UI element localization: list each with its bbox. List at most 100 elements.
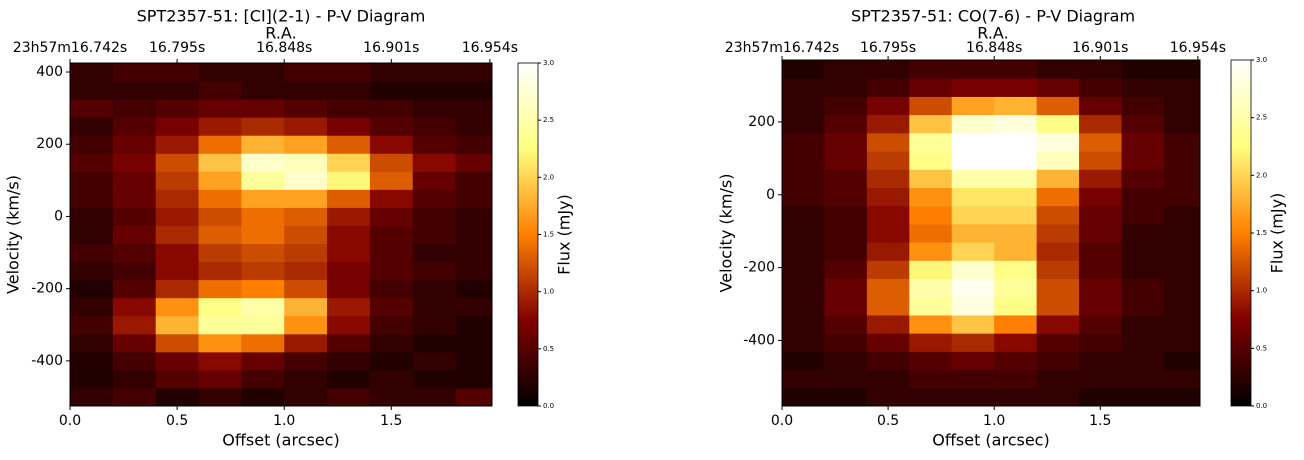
cell [782,242,825,261]
cell [327,99,371,118]
cell [284,189,328,208]
cell [455,333,493,353]
cell [155,189,200,208]
cell [1079,314,1122,334]
cell [284,243,328,263]
cell [284,171,328,190]
cell [327,315,371,335]
cell [1079,78,1122,97]
x-tick-label: 1.5 [1089,413,1111,429]
cell [284,261,328,281]
cell [241,315,285,335]
cell [284,117,328,136]
top-tick-label: 23h57m16.742s [13,40,127,56]
cell [369,99,414,118]
chart-title: SPT2357-51: [CI](2-1) - P-V Diagram [137,7,426,26]
colorbar-tick-label: 1.5 [1256,229,1267,237]
cell [951,151,995,170]
cell [1163,96,1201,116]
cell [412,279,457,299]
cell [198,117,242,136]
cell [327,207,371,226]
cell [951,387,995,407]
y-axis-label: Velocity (km/s) [4,175,23,294]
cell [1036,151,1080,170]
colorbar-label: Flux (mJy) [1268,193,1287,274]
top-tick-label: 16.848s [966,40,1022,56]
cell [824,169,868,188]
cell [284,279,328,299]
cell [112,261,157,281]
cell [327,369,371,389]
top-tick-label: 16.795s [149,40,205,56]
cell [1121,223,1165,243]
cell [70,135,114,154]
cell [70,81,114,100]
cell [455,135,493,154]
cell [1163,132,1201,152]
cell [866,151,910,170]
cell [455,369,493,389]
cell [327,63,371,82]
cell [327,135,371,154]
top-axis-label: R.A. [265,24,296,43]
cell [155,297,200,317]
cell [1163,314,1201,334]
cell [155,351,200,371]
cell [455,261,493,281]
cell [155,117,200,136]
cell [369,153,414,172]
cell [1121,351,1165,371]
cell [1079,187,1122,207]
cell [112,279,157,299]
cell [824,132,868,152]
cell [994,169,1038,188]
cell [369,189,414,208]
cell [866,314,910,334]
cell [951,351,995,371]
cell [412,261,457,281]
cell [782,114,825,134]
cell [824,260,868,280]
cell [112,171,157,190]
cell [1036,169,1080,188]
y-tick-label: 400 [36,64,63,80]
cell [284,351,328,371]
cell [1036,132,1080,152]
cell [994,151,1038,170]
cell [1163,278,1201,298]
cell [824,333,868,352]
cell [284,333,328,353]
cell [70,117,114,136]
cell [284,81,328,100]
cell [198,225,242,245]
cell [866,187,910,207]
cell [198,99,242,118]
cell [824,223,868,243]
cell [951,260,995,280]
cell [369,243,414,263]
cell [327,171,371,190]
cell [994,187,1038,207]
cell [866,60,910,79]
cell [198,135,242,154]
cell [951,242,995,261]
colorbar-tick-label: 2.0 [543,173,554,181]
cell [327,81,371,100]
cell [412,297,457,317]
cell [1079,60,1122,79]
y-axis-label: Velocity (km/s) [717,174,736,293]
colorbar-tick-label: 1.0 [1256,287,1267,295]
cell [866,333,910,352]
cell [909,314,953,334]
cell [155,225,200,245]
cell [951,96,995,116]
cell [155,153,200,172]
cell [70,99,114,118]
cell [909,387,953,407]
cell [866,132,910,152]
cell [455,99,493,118]
cell [284,63,328,82]
cell [155,81,200,100]
cell [1036,333,1080,352]
